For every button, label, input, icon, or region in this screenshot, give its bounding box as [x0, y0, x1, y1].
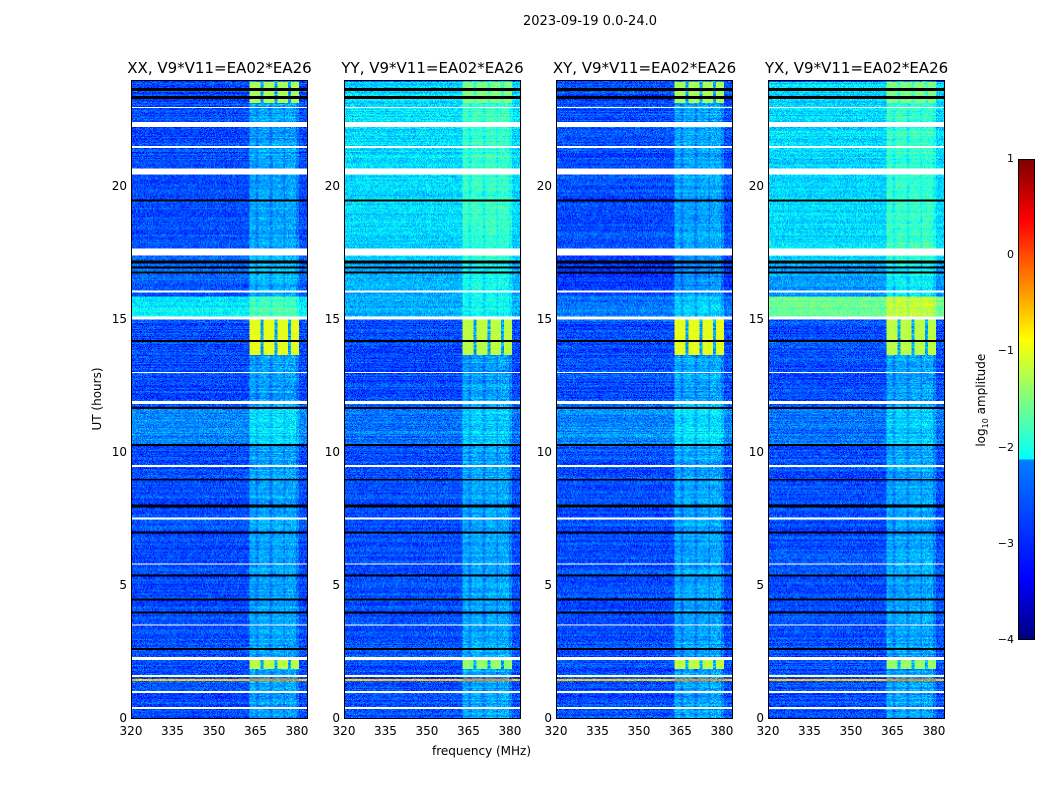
colorbar-tick-label: −1 — [997, 344, 1014, 358]
y-tick-label: 15 — [111, 311, 127, 326]
panel-title: YX, V9*V11=EA02*EA26 — [764, 59, 949, 77]
y-tick-label: 5 — [332, 577, 340, 592]
figure-title: 2023-09-19 0.0-24.0 — [523, 14, 657, 29]
x-tick-label: 320 — [544, 724, 568, 738]
x-tick-label: 335 — [161, 724, 184, 738]
y-tick-label: 0 — [756, 711, 764, 725]
x-tick-label: 365 — [881, 724, 904, 738]
y-tick-label: 20 — [748, 178, 764, 193]
x-tick-label: 350 — [202, 724, 226, 738]
colorbar-tick-label: 0 — [1007, 248, 1014, 262]
colorbar-tick-label: −2 — [997, 440, 1014, 454]
y-tick-label: 0 — [332, 711, 340, 725]
y-tick-label: 15 — [748, 311, 764, 326]
colorbar-tick-label: 1 — [1007, 152, 1014, 165]
y-tick-label: 10 — [748, 444, 764, 459]
x-tick-label: 380 — [922, 724, 946, 738]
x-tick-label: 320 — [756, 724, 780, 738]
colorbar-tick-label: −4 — [997, 633, 1014, 646]
colorbar-label: log10 amplitude — [973, 353, 991, 447]
x-tick-label: 350 — [415, 724, 439, 738]
waterfall-heatmap-yx — [768, 80, 945, 719]
y-tick-label: 10 — [111, 444, 127, 459]
y-tick-label: 10 — [536, 444, 552, 459]
waterfall-heatmap-xy — [556, 80, 733, 719]
panel-title: XY, V9*V11=EA02*EA26 — [552, 59, 737, 77]
x-tick-label: 350 — [627, 724, 651, 738]
x-tick-label: 320 — [119, 724, 143, 738]
x-tick-label: 350 — [839, 724, 863, 738]
panel-title: XX, V9*V11=EA02*EA26 — [127, 59, 312, 77]
y-tick-label: 5 — [119, 577, 127, 592]
waterfall-heatmap-yy — [344, 80, 521, 719]
y-tick-label: 15 — [536, 311, 552, 326]
y-tick-label: 5 — [544, 577, 552, 592]
panel-title: YY, V9*V11=EA02*EA26 — [341, 59, 524, 77]
x-tick-label: 335 — [586, 724, 609, 738]
x-tick-label: 380 — [710, 724, 734, 738]
x-tick-label: 365 — [457, 724, 480, 738]
x-tick-label: 365 — [669, 724, 692, 738]
x-tick-label: 380 — [498, 724, 522, 738]
x-tick-label: 335 — [374, 724, 397, 738]
y-axis-label: UT (hours) — [90, 367, 104, 431]
y-tick-label: 20 — [536, 178, 552, 193]
y-tick-label: 5 — [756, 577, 764, 592]
y-tick-label: 15 — [324, 311, 340, 326]
y-tick-label: 10 — [324, 444, 340, 459]
y-tick-label: 20 — [111, 178, 127, 193]
waterfall-heatmap-xx — [131, 80, 308, 719]
x-tick-label: 335 — [798, 724, 821, 738]
colorbar-tick-label: −3 — [997, 536, 1014, 550]
y-tick-label: 0 — [119, 711, 127, 725]
x-tick-label: 380 — [285, 724, 309, 738]
x-tick-label: 320 — [332, 724, 356, 738]
colorbar — [1018, 159, 1035, 640]
y-tick-label: 20 — [324, 178, 340, 193]
x-axis-label: frequency (MHz) — [432, 744, 532, 758]
x-tick-label: 365 — [244, 724, 267, 738]
y-tick-label: 0 — [544, 711, 552, 725]
